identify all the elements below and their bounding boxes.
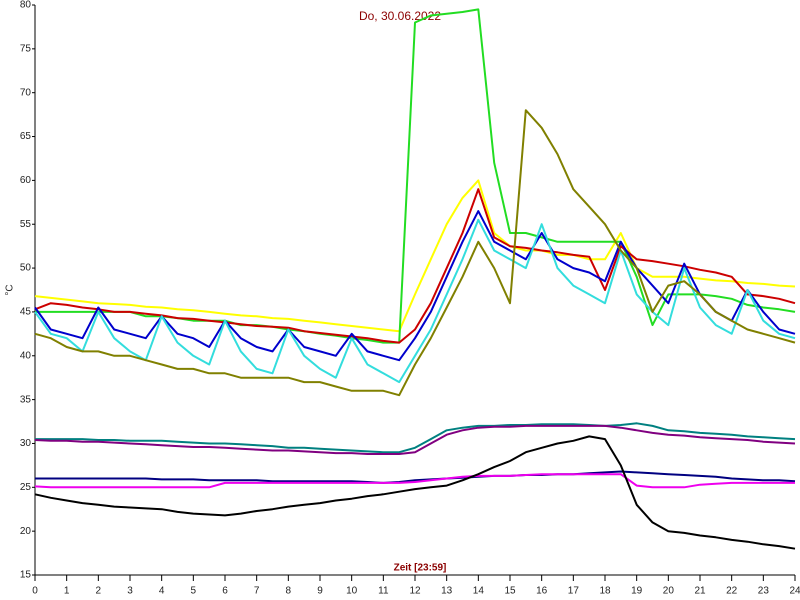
x-tick-label: 20 <box>663 586 675 597</box>
x-tick-label: 7 <box>254 586 260 597</box>
x-tick-label: 11 <box>378 586 389 597</box>
x-tick-label: 24 <box>789 586 800 597</box>
series-line <box>34 179 796 333</box>
y-tick-label: 15 <box>20 570 32 581</box>
x-tick-label: 13 <box>441 586 453 597</box>
x-tick-label: 6 <box>222 586 228 597</box>
x-tick-label: 17 <box>568 586 580 597</box>
y-tick-label: 55 <box>20 219 32 230</box>
series-line <box>34 210 796 362</box>
series-line <box>35 422 796 454</box>
y-tick-label: 25 <box>20 482 32 493</box>
x-tick-label: 10 <box>346 586 358 597</box>
y-tick-label: 65 <box>20 131 32 142</box>
x-tick-label: 16 <box>536 586 548 597</box>
y-tick-label: 70 <box>20 87 32 98</box>
x-tick-label: 1 <box>64 586 70 597</box>
series-line <box>34 218 796 384</box>
x-tick-label: 3 <box>127 586 133 597</box>
y-tick-label: 30 <box>20 438 32 449</box>
y-tick-label: 40 <box>20 350 32 361</box>
y-axis-label: °C <box>5 284 16 295</box>
series-line <box>34 188 796 344</box>
y-tick-label: 35 <box>20 394 32 405</box>
series-line <box>34 473 795 489</box>
x-tick-label: 23 <box>758 586 770 597</box>
x-tick-label: 2 <box>96 586 102 597</box>
x-tick-label: 4 <box>159 586 165 597</box>
x-tick-label: 8 <box>286 586 292 597</box>
x-tick-label: 5 <box>191 586 197 597</box>
x-tick-label: 22 <box>726 586 738 597</box>
x-tick-label: 21 <box>694 586 706 597</box>
series-line <box>35 470 796 484</box>
y-tick-label: 80 <box>20 0 32 11</box>
x-tick-label: 15 <box>504 586 516 597</box>
y-tick-label: 50 <box>20 263 32 274</box>
y-tick-label: 60 <box>20 175 32 186</box>
y-tick-label: 75 <box>20 43 32 54</box>
y-tick-label: 20 <box>20 526 32 537</box>
x-tick-label: 12 <box>409 586 421 597</box>
x-tick-label: 14 <box>473 586 485 597</box>
series-line <box>34 109 796 397</box>
x-tick-label: 9 <box>317 586 323 597</box>
x-tick-label: 19 <box>631 586 643 597</box>
x-axis-label: Zeit [23:59] <box>394 563 447 574</box>
series-line <box>34 435 796 550</box>
series-line <box>34 424 796 455</box>
y-tick-label: 45 <box>20 307 32 318</box>
x-tick-label: 0 <box>32 586 38 597</box>
x-tick-label: 18 <box>599 586 611 597</box>
